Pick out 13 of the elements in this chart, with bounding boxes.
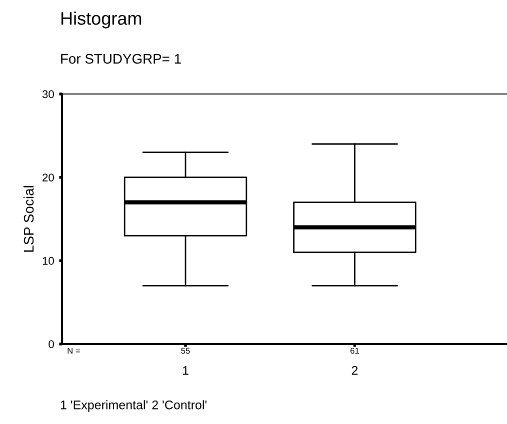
y-tick-label: 30 — [42, 90, 54, 98]
text: 1 'Experimental' 2 'Control' — [60, 400, 206, 412]
y-tick-label: 20 — [42, 174, 54, 182]
text: N = — [68, 348, 80, 354]
chart-title: Histogram — [61, 12, 142, 28]
x-tick-label: 1 — [182, 366, 188, 375]
y-tick-label: 0 — [48, 340, 54, 348]
text: 55 — [181, 348, 190, 354]
text: 61 — [350, 348, 359, 354]
x-tick-label: 2 — [352, 366, 358, 375]
y-tick-label: 10 — [42, 256, 54, 265]
chart-subtitle: For STUDYGRP= 1 — [61, 54, 181, 64]
y-axis-title: LSP Social — [24, 186, 34, 252]
